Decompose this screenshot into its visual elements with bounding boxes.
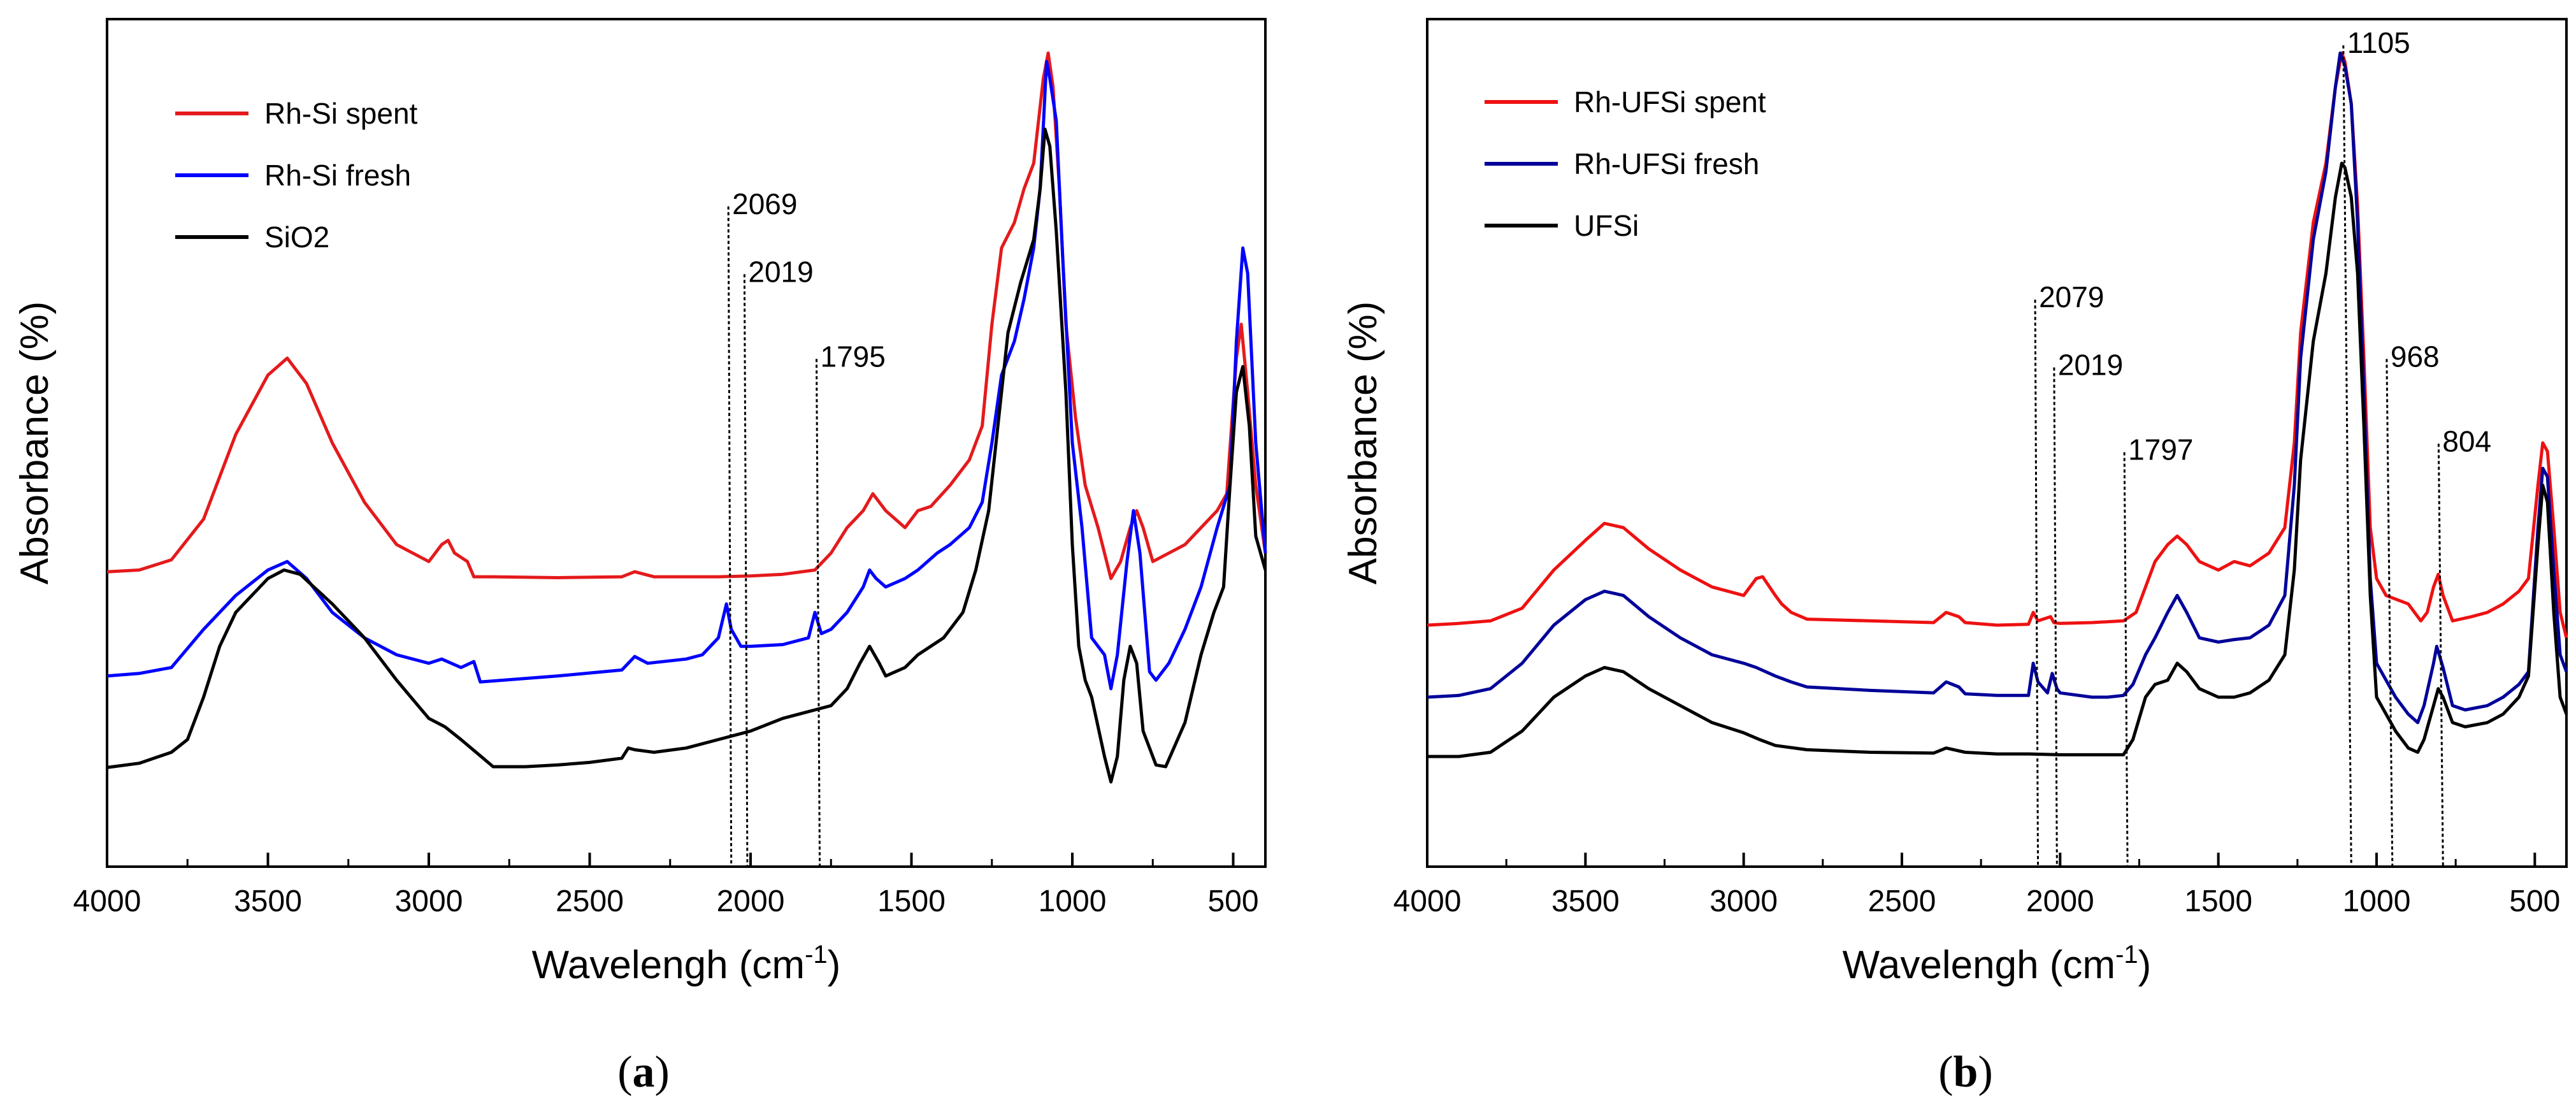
x-tick-label: 500: [2509, 885, 2560, 918]
legend-label: UFSi: [1574, 209, 1639, 242]
annotation-label: 1795: [821, 340, 886, 373]
plot-frame: [106, 18, 1267, 868]
legend-label: Rh-Si spent: [264, 97, 418, 130]
legend-label: SiO2: [264, 220, 329, 254]
annotation-line: [2437, 444, 2444, 867]
x-tick-label: 1000: [1039, 885, 1107, 918]
series-line: [106, 60, 1267, 691]
legend-label: Rh-UFSi fresh: [1574, 147, 1759, 180]
x-tick-label: 500: [1207, 885, 1258, 918]
x-tick-label: 2500: [1868, 885, 1936, 918]
annotation-line: [2385, 359, 2394, 867]
panel-b: 4000 3500 3000 2500 2000 1500 1000 500 Wavelengh…: [1341, 18, 2568, 1097]
legend-label: Rh-UFSi spent: [1574, 85, 1766, 119]
x-tick-label: 2000: [717, 885, 785, 918]
legend-label: Rh-Si fresh: [264, 159, 411, 192]
annotation-label: 2079: [2039, 280, 2104, 314]
y-axis-title: Absorbance (%): [13, 301, 57, 585]
annotation-label: 1105: [2347, 26, 2410, 59]
series-line: [1427, 51, 2568, 639]
plot-frame: [1426, 18, 2568, 868]
x-tick-label: 3500: [1551, 885, 1620, 918]
x-tick-label: 2000: [2026, 885, 2094, 918]
x-tick-label: 2500: [556, 885, 624, 918]
x-tick-label: 1500: [2184, 885, 2252, 918]
panel-label: (b): [1938, 1048, 1993, 1097]
annotation-label: 2019: [748, 255, 813, 288]
annotation-label: 2019: [2058, 349, 2123, 382]
annotation-line: [727, 206, 733, 867]
x-tick-label: 1500: [877, 885, 946, 918]
x-tick-label: 3500: [234, 885, 302, 918]
y-axis-title: Absorbance (%): [1341, 301, 1385, 585]
series-line: [1427, 161, 2568, 758]
panel-label: (a): [617, 1048, 670, 1097]
series-line: [1427, 51, 2568, 725]
x-axis-title: Wavelengh (cm-1): [532, 941, 841, 987]
series-line: [106, 51, 1267, 581]
x-tick-label: 3000: [395, 885, 463, 918]
annotation-label: 2069: [732, 187, 797, 220]
x-tick-label: 4000: [1393, 885, 1462, 918]
series-line: [106, 127, 1267, 784]
annotation-label: 968: [2391, 340, 2440, 373]
x-tick-label: 3000: [1709, 885, 1778, 918]
annotation-line: [743, 274, 749, 867]
panel-a: 4000 3500 3000 2500 2000 1500 1000 500 Wavelengh…: [13, 18, 1267, 1097]
x-tick-label: 1000: [2343, 885, 2411, 918]
annotation-line: [2034, 300, 2040, 867]
x-tick-label: 4000: [73, 885, 141, 918]
annotation-label: 804: [2442, 424, 2491, 458]
annotation-line: [2123, 452, 2129, 867]
annotation-line: [816, 359, 821, 867]
annotation-label: 1797: [2128, 433, 2193, 466]
annotation-line: [2342, 45, 2352, 867]
x-axis-title: Wavelengh (cm-1): [1843, 941, 2152, 987]
annotation-line: [2053, 367, 2058, 867]
